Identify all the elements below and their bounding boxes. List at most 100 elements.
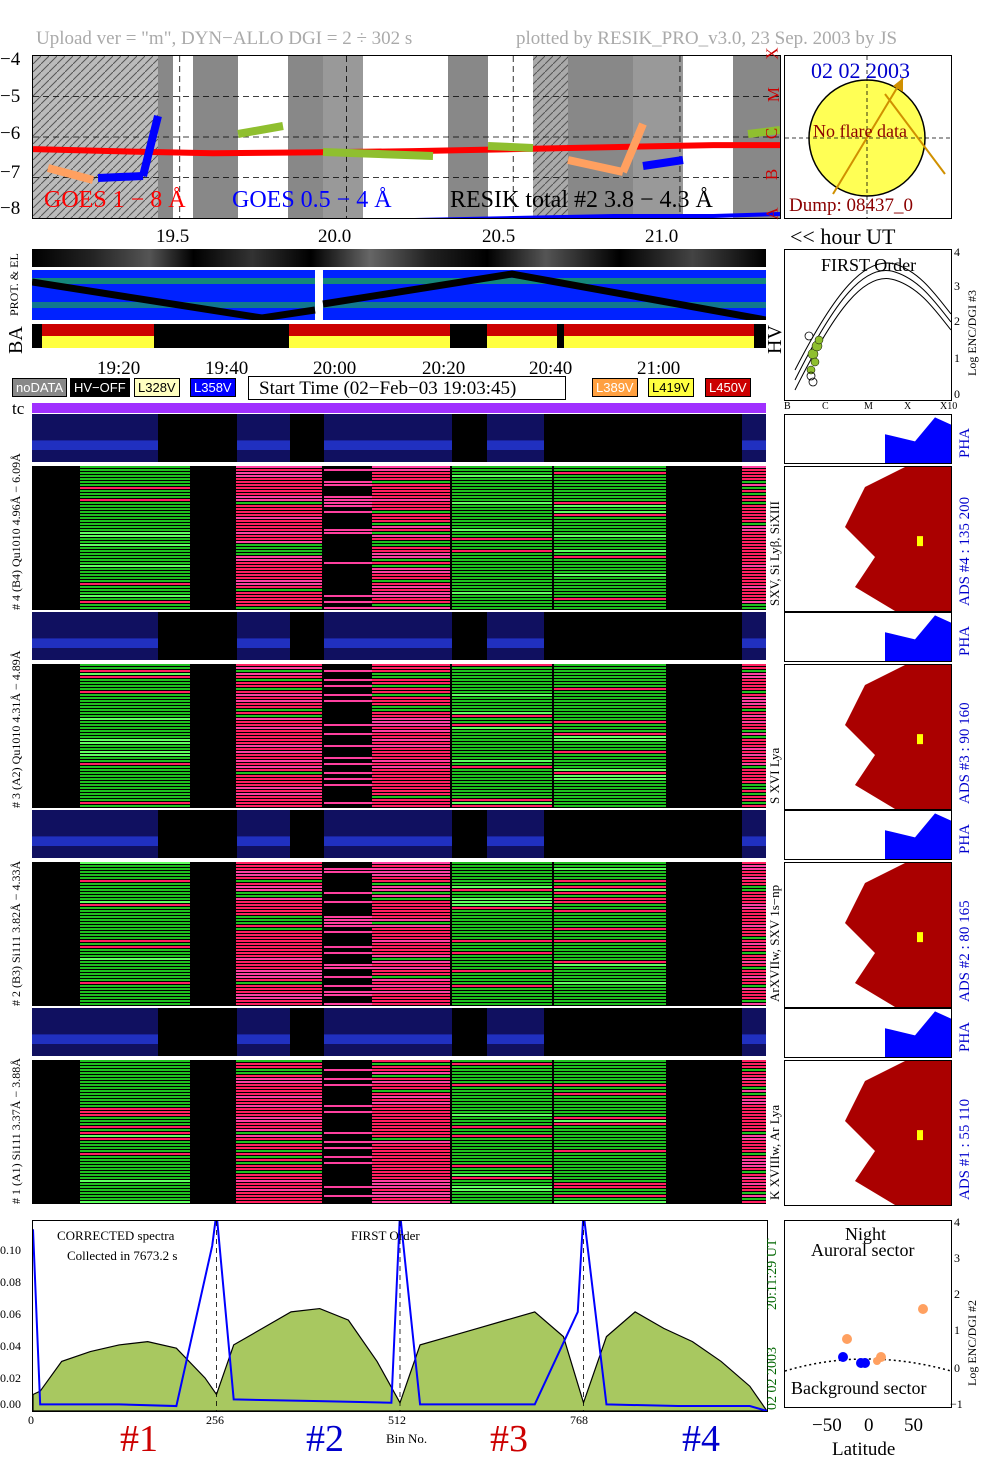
spectrogram-row [452, 499, 552, 501]
spectrogram-row [452, 559, 552, 561]
spectrogram-row [236, 508, 322, 510]
spectrogram-row [742, 751, 766, 753]
legend-l450v: L450V [705, 378, 751, 397]
spectrogram-row [452, 985, 552, 987]
spectrogram-row [554, 1189, 666, 1191]
spectrogram-row [742, 1141, 766, 1143]
spectrogram-row [236, 1147, 322, 1149]
spectrogram-row [372, 1063, 450, 1065]
spectrogram-row [236, 565, 322, 567]
hour-ut-label: << hour UT [790, 224, 896, 249]
spectrogram-row [554, 466, 666, 468]
spectrogram-row [742, 901, 766, 903]
spectrogram-row [554, 967, 666, 969]
spectrogram-row [80, 676, 190, 678]
pha-band [237, 836, 290, 846]
ads-side-panel [784, 862, 952, 1008]
spectrogram-row [372, 1003, 450, 1005]
spectrogram-row [372, 706, 450, 708]
spectrogram-row [554, 499, 666, 501]
spectrogram-row [554, 1144, 666, 1146]
spectrogram-row [742, 1078, 766, 1080]
spectrogram-row [452, 955, 552, 957]
spectrogram-row [554, 577, 666, 579]
spectrogram-row [324, 733, 372, 735]
spectrogram-row [452, 664, 552, 666]
fo-y-tick: 2 [954, 314, 960, 328]
spectrogram-row [452, 580, 552, 582]
spectrogram-row [554, 997, 666, 999]
spectrogram-row [554, 1093, 666, 1095]
spectrogram-row [236, 538, 322, 540]
spectrogram-row [80, 931, 190, 933]
spectrogram-row [236, 583, 322, 585]
spectrogram-row [554, 487, 666, 489]
spectrogram-row [324, 772, 372, 774]
goes-label-long: GOES 1 − 8 Å [44, 187, 186, 213]
spectrogram-row [80, 1063, 190, 1065]
spectrogram-row [372, 1171, 450, 1173]
spectrogram-row [554, 1084, 666, 1086]
spectrogram-row [80, 490, 190, 492]
spectrogram-row [554, 1108, 666, 1110]
sun-date: 02 02 2003 [811, 58, 910, 83]
spectrogram-row [324, 1105, 372, 1107]
spectrogram-row [80, 955, 190, 957]
spectrogram-row [236, 697, 322, 699]
spectrogram-row [372, 892, 450, 894]
spectrogram-row [452, 592, 552, 594]
spectrogram-row [80, 916, 190, 918]
spec-y-tick: 0.04 [0, 1339, 21, 1353]
spectrogram-row [236, 670, 322, 672]
spectrogram-row [452, 739, 552, 741]
spectrogram-row [554, 505, 666, 507]
spectrogram-row [372, 496, 450, 498]
spectrogram-row [80, 868, 190, 870]
spectrogram-row [742, 979, 766, 981]
spectrogram-row [236, 682, 322, 684]
spectrogram-row [452, 562, 552, 564]
spectrogram-row [236, 928, 322, 930]
spectrogram-row [372, 1198, 450, 1200]
spectrogram-row [372, 1186, 450, 1188]
spectrogram-row [452, 1063, 552, 1065]
spectrogram-row [80, 1189, 190, 1191]
spectrogram-row [742, 778, 766, 780]
spectrogram-row [236, 712, 322, 714]
spectrogram-row [80, 1003, 190, 1005]
spectrogram-row [372, 721, 450, 723]
class-m: M [764, 86, 784, 103]
spectrogram-row [236, 769, 322, 771]
spectrogram-row [742, 883, 766, 885]
spectrogram-row [236, 700, 322, 702]
lat-y-tick: 4 [954, 1215, 960, 1229]
spectrogram-row [236, 1156, 322, 1158]
spectrogram-row [554, 799, 666, 801]
spectrogram-row [554, 607, 666, 609]
spectrogram-row [80, 553, 190, 555]
spectrogram-row [236, 1090, 322, 1092]
spectrogram-row [452, 934, 552, 936]
spectrogram-row [554, 490, 666, 492]
spectrogram-row [80, 904, 190, 906]
spectrogram-row [452, 682, 552, 684]
spectrogram-row [554, 1120, 666, 1122]
spectra-title: CORRECTED spectra [57, 1228, 175, 1243]
spectrogram-row [452, 736, 552, 738]
spectrogram-row [452, 577, 552, 579]
lat-y-tick: 2 [954, 1287, 960, 1301]
spectrogram-row [452, 793, 552, 795]
spectrogram-row [236, 955, 322, 957]
spectrogram-row [372, 1192, 450, 1194]
lat-x-tick: 50 [904, 1415, 923, 1436]
spectrogram-row [554, 1075, 666, 1077]
spectrogram-row [452, 715, 552, 717]
spectrogram-row [80, 1099, 190, 1101]
legend-l328v: L328V [134, 378, 180, 397]
spectrogram-row [452, 1186, 552, 1188]
spectrogram-row [80, 874, 190, 876]
spectrogram-row [80, 727, 190, 729]
spectrogram-row [236, 607, 322, 609]
spectrogram-row [372, 1099, 450, 1101]
spectrogram-row [324, 1147, 372, 1149]
